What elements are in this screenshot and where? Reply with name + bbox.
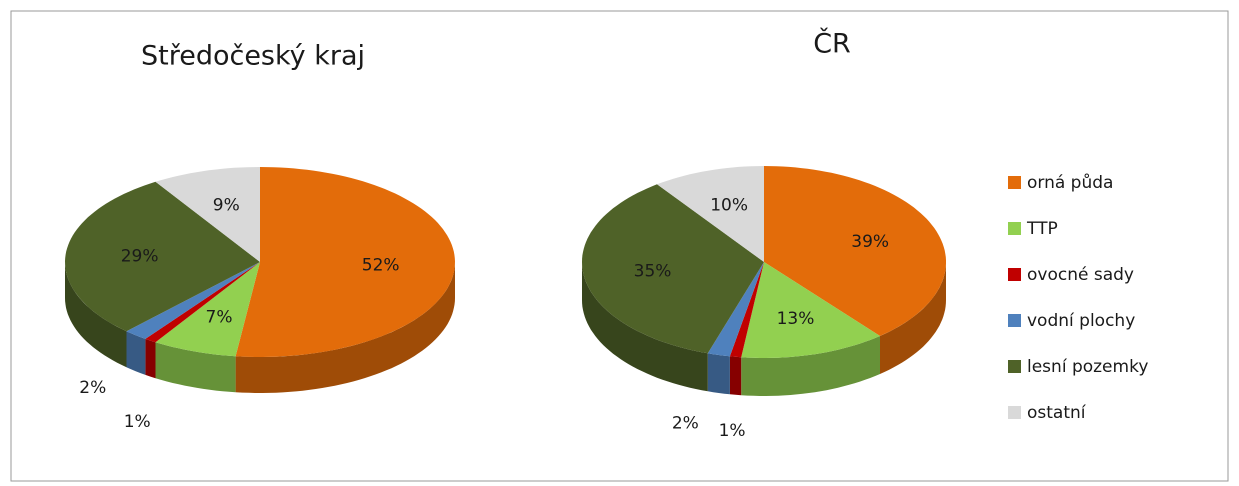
- data-label: 1%: [719, 421, 746, 441]
- pie-slice-side: [145, 338, 156, 379]
- data-label: 35%: [634, 261, 672, 281]
- legend-swatch: [1008, 360, 1021, 373]
- pie-slice: [65, 181, 260, 332]
- data-label: 13%: [777, 309, 815, 329]
- legend-swatch: [1008, 222, 1021, 235]
- pie-slice-side: [880, 262, 946, 374]
- pie-slice: [235, 167, 455, 357]
- legend-label: ostatní: [1027, 403, 1087, 423]
- data-label: 2%: [79, 378, 106, 398]
- data-label: 39%: [851, 232, 889, 252]
- pie-slice-side: [65, 262, 127, 368]
- legend-swatch: [1008, 176, 1021, 189]
- pie-slice-side: [155, 342, 236, 393]
- chart-title: Středočeský kraj: [141, 41, 365, 72]
- legend-swatch: [1008, 268, 1021, 281]
- pie-slice-side: [235, 262, 455, 393]
- data-label: 7%: [206, 307, 233, 327]
- legend-label: TTP: [1026, 219, 1058, 239]
- legend-label: ovocné sady: [1027, 265, 1134, 285]
- data-label: 2%: [672, 413, 699, 433]
- legend-label: vodní plochy: [1027, 311, 1135, 331]
- data-label: 10%: [710, 195, 748, 215]
- pie-slice: [155, 262, 260, 357]
- pie-slice: [582, 184, 764, 354]
- pie-slice: [729, 262, 764, 358]
- pie-slice-side: [126, 331, 146, 375]
- legend-swatch: [1008, 406, 1021, 419]
- data-label: 29%: [121, 246, 159, 266]
- pie-slice-side: [729, 356, 742, 396]
- legend-label: orná půda: [1027, 173, 1113, 193]
- pie-slice-side: [582, 262, 708, 392]
- chart-title: ČR: [813, 28, 851, 60]
- data-label: 52%: [362, 256, 400, 276]
- pie-slice: [126, 262, 260, 339]
- pie-slice: [764, 166, 946, 336]
- pie-slice: [145, 262, 260, 343]
- pie-slice-side: [707, 353, 730, 395]
- legend-swatch: [1008, 314, 1021, 327]
- pie-slice: [657, 166, 764, 262]
- legend-label: lesní pozemky: [1027, 357, 1148, 377]
- pie-slice: [155, 167, 260, 262]
- pie-slice: [707, 262, 764, 357]
- data-label: 1%: [124, 412, 151, 432]
- data-label: 9%: [213, 195, 240, 215]
- pie-slice: [741, 262, 880, 358]
- pie-slice-side: [741, 336, 880, 396]
